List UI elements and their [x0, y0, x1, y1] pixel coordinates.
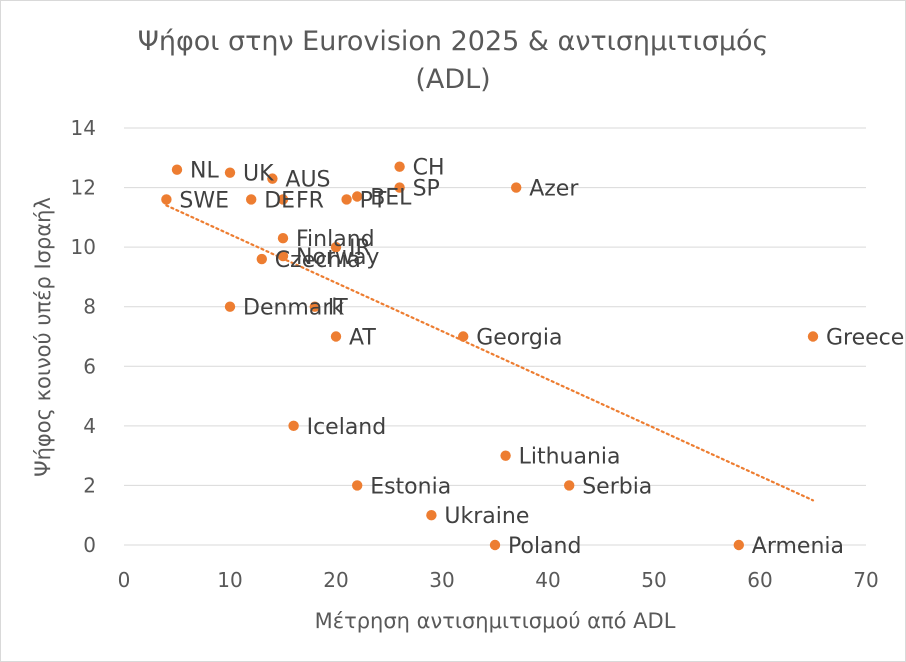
x-tick-label: 50	[641, 568, 666, 592]
x-tick-label: 60	[747, 568, 772, 592]
x-axis-title: Μέτρηση αντισημιτισμού από ADL	[315, 609, 676, 633]
point-label: IT	[328, 296, 348, 321]
data-point	[256, 253, 267, 265]
x-tick-label: 30	[429, 568, 454, 592]
data-point	[500, 450, 511, 461]
point-label: Iceland	[307, 415, 387, 440]
point-label: CH	[413, 156, 445, 181]
point-label: Czechia	[275, 248, 361, 273]
data-point	[511, 182, 522, 193]
point-label: Denmark	[243, 296, 344, 321]
y-tick-label: 8	[83, 295, 96, 319]
y-tick-label: 2	[83, 473, 96, 497]
y-tick-label: 0	[83, 533, 96, 557]
y-axis-ticks: 0 2 4 6 8 10 12 14	[71, 116, 96, 557]
point-label: Poland	[508, 534, 581, 559]
y-axis-title: Ψήφος κοινού υπέρ Ισραήλ	[31, 197, 55, 477]
x-tick-label: 70	[853, 568, 878, 592]
y-tick-label: 4	[83, 414, 96, 438]
point-label: SP	[413, 177, 440, 202]
data-point	[246, 194, 257, 205]
point-label: UK	[243, 162, 274, 187]
data-point	[352, 480, 363, 491]
data-point	[489, 539, 501, 551]
data-point	[277, 233, 289, 244]
data-point	[277, 250, 289, 262]
data-point	[426, 510, 437, 521]
data-points	[161, 161, 819, 551]
y-tick-label: 6	[83, 354, 96, 378]
point-label: PT	[360, 188, 387, 213]
data-point	[458, 331, 469, 342]
point-label: AT	[349, 326, 376, 351]
y-tick-label: 12	[71, 176, 96, 200]
data-point	[807, 331, 819, 342]
point-label: SWE	[179, 188, 229, 213]
point-label: AUS	[285, 168, 330, 193]
chart-title-line-1: Ψήφοι στην Eurovision 2025 & αντισημιτισ…	[138, 26, 769, 57]
point-label: Greece	[826, 326, 904, 351]
point-label: Estonia	[370, 474, 451, 499]
data-point	[309, 301, 320, 312]
data-point	[171, 164, 183, 175]
x-tick-label: 20	[323, 568, 348, 592]
data-point	[394, 182, 405, 193]
point-label: DE	[264, 188, 295, 213]
trendline	[165, 204, 815, 502]
point-label: FR	[296, 188, 324, 213]
data-point	[733, 539, 744, 551]
x-tick-label: 40	[535, 568, 560, 592]
x-tick-label: 10	[217, 568, 242, 592]
point-label: Finland	[296, 227, 375, 252]
data-point	[224, 301, 236, 312]
point-label: Georgia	[476, 326, 562, 351]
point-label: BEL	[370, 186, 412, 211]
point-label: Azer	[529, 177, 579, 202]
data-point	[564, 480, 575, 491]
y-tick-label: 10	[71, 235, 96, 259]
data-point	[161, 194, 172, 205]
gridlines	[124, 127, 866, 546]
data-point	[394, 161, 405, 172]
data-point	[224, 167, 236, 178]
chart-title-line-2: (ADL)	[415, 64, 490, 95]
trendline-layer	[165, 204, 815, 502]
point-label: Lithuania	[519, 445, 621, 470]
x-axis-ticks: 0 10 20 30 40 50 60 70	[118, 568, 879, 592]
point-label: Norway	[296, 245, 379, 270]
data-point	[352, 191, 363, 202]
point-label: Armenia	[752, 534, 844, 559]
data-point	[267, 173, 278, 184]
point-label: Serbia	[582, 474, 652, 499]
point-label: Ukraine	[444, 504, 529, 529]
data-point	[277, 194, 289, 205]
data-point	[330, 331, 342, 342]
point-label: IR	[349, 236, 371, 261]
data-point	[330, 241, 342, 253]
y-tick-label: 14	[71, 116, 96, 140]
x-tick-label: 0	[118, 568, 131, 592]
data-point	[341, 194, 352, 205]
point-label: NL	[190, 159, 219, 184]
data-point	[288, 420, 299, 432]
